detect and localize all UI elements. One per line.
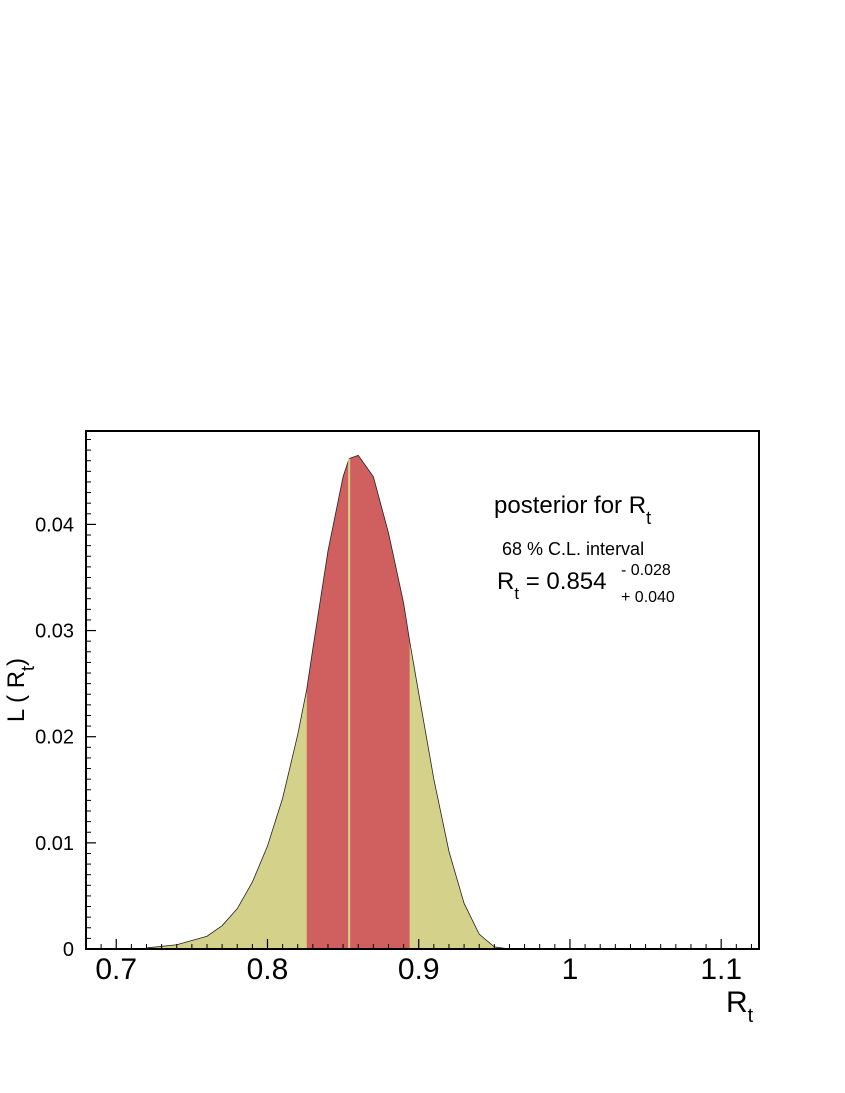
y-tick-label: 0.04 — [35, 514, 74, 536]
annotation-title: posterior for Rt — [494, 492, 651, 528]
x-tick-label: 0.8 — [247, 953, 289, 986]
x-tick-label: 1 — [562, 953, 579, 986]
annotation-result: Rt = 0.854 — [497, 568, 607, 603]
tick-layer: 0.7 0.8 0.9 1 1.1 0 0.01 0.02 0.03 0.04 — [35, 438, 752, 986]
posterior-area — [146, 455, 752, 949]
x-tick-label: 1.1 — [700, 953, 742, 986]
x-axis-label: Rt — [726, 986, 754, 1027]
x-tick-label: 0.9 — [398, 953, 440, 986]
posterior-curve — [146, 454, 752, 950]
y-tick-label: 0.01 — [35, 833, 74, 855]
y-axis-label: L ( Rt) — [3, 658, 38, 722]
y-tick-label: 0.02 — [35, 727, 74, 749]
plot-frame — [85, 430, 760, 950]
y-tick-label: 0 — [63, 939, 74, 961]
annotation-lower-error: + 0.040 — [621, 589, 675, 606]
x-tick-label: 0.7 — [95, 953, 137, 986]
annotation-upper-error: - 0.028 — [621, 562, 671, 579]
curve-layer — [146, 454, 752, 950]
annotation-subtitle: 68 % C.L. interval — [502, 539, 644, 559]
y-tick-label: 0.03 — [35, 621, 74, 643]
interval-area — [306, 455, 410, 949]
